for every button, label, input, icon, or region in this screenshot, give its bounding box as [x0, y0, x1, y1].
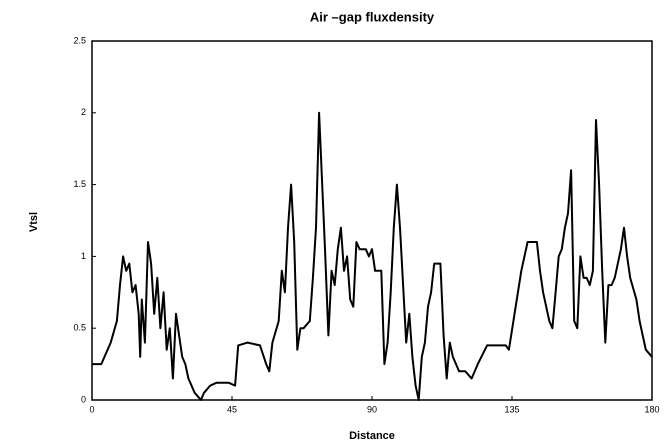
y-tick-label: 1.5: [73, 179, 86, 189]
y-tick-label: 2.5: [73, 35, 86, 45]
x-tick-label: 90: [367, 404, 377, 414]
x-tick-label: 135: [504, 404, 519, 414]
x-axis-label: Distance: [349, 430, 395, 442]
x-tick-label: 0: [89, 404, 94, 414]
y-axis-label: Vtsl: [28, 212, 40, 232]
data-line: [92, 111, 653, 401]
y-tick-label: 1: [81, 251, 86, 261]
plot-frame: [91, 40, 653, 401]
y-tick-label: 0.5: [73, 323, 86, 333]
x-tick-label: 180: [644, 404, 659, 414]
chart-title: Air –gap fluxdensity: [310, 9, 435, 24]
y-tick-label: 0: [81, 394, 86, 404]
y-tick-label: 2: [81, 107, 86, 117]
x-tick-label: 45: [227, 404, 237, 414]
